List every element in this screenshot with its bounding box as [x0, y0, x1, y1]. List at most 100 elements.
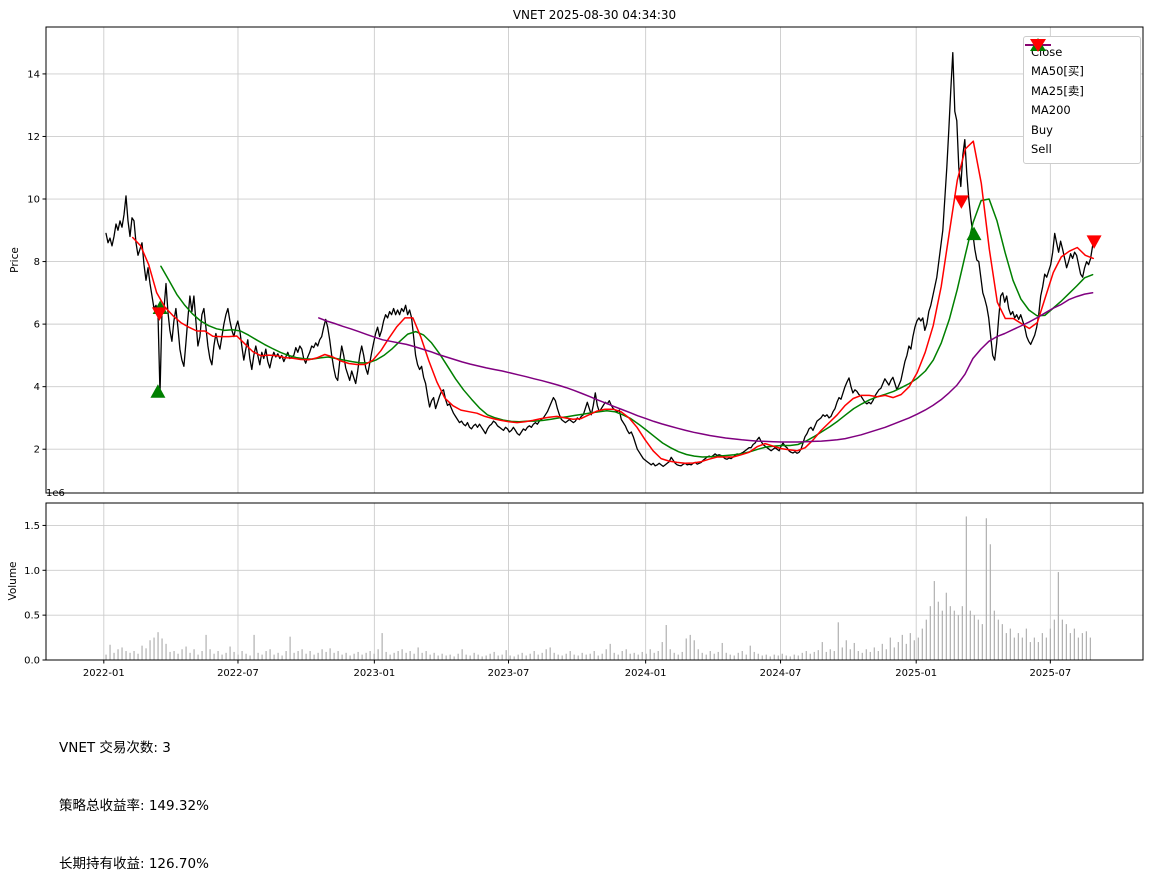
volume-bar [1049, 628, 1051, 660]
x-tick-label: 2022-07 [217, 668, 259, 679]
volume-bar [713, 653, 715, 660]
volume-bar [565, 653, 567, 660]
legend-item-ma200: MA200 [1025, 44, 1133, 121]
volume-bar [257, 652, 259, 660]
volume-bar [337, 651, 339, 660]
volume-bar [541, 652, 543, 660]
volume-bar [1061, 619, 1063, 660]
volume-bar [685, 638, 687, 660]
volume-bar [841, 647, 843, 660]
volume-bar [417, 647, 419, 660]
volume-bar [333, 652, 335, 660]
volume-bar [705, 654, 707, 660]
volume-bar [361, 654, 363, 660]
volume-bar [297, 651, 299, 660]
volume-bar [797, 655, 799, 660]
trade-count-line: VNET 交易次数: 3 [59, 739, 171, 756]
volume-bar [661, 642, 663, 660]
volume-bar [753, 651, 755, 660]
volume-bar [817, 650, 819, 660]
volume-bar [849, 649, 851, 660]
volume-bar [1077, 637, 1079, 660]
volume-scale-label: 1e6 [46, 488, 65, 499]
y-tick-label: 10 [27, 195, 40, 206]
volume-bar [517, 654, 519, 660]
volume-bar [581, 652, 583, 660]
volume-bar [829, 649, 831, 660]
volume-bar [949, 606, 951, 660]
volume-bar [317, 652, 319, 660]
price-axes-frame [45, 26, 1144, 494]
volume-bar [805, 651, 807, 660]
volume-bar [189, 652, 191, 660]
series-line-ma200 [318, 292, 1094, 443]
volume-bar [617, 654, 619, 660]
x-tick-label: 2023-07 [488, 668, 530, 679]
legend-triangle-down-icon [1030, 39, 1046, 52]
volume-bar [373, 653, 375, 660]
volume-bar [1037, 642, 1039, 660]
volume-bar [909, 633, 911, 660]
volume-bar [637, 654, 639, 660]
volume-bar [801, 652, 803, 660]
volume-bar [241, 651, 243, 660]
volume-bar [405, 652, 407, 660]
volume-bar [929, 606, 931, 660]
legend-label: Sell [1031, 142, 1052, 157]
volume-bar [293, 652, 295, 660]
legend-item-buy: Buy [1030, 38, 1133, 140]
volume-bar [1065, 624, 1067, 660]
series-line-ma25 [131, 140, 1095, 465]
y-tick-label: 4 [34, 382, 40, 393]
volume-bar [429, 654, 431, 660]
y-tick-label: 1.5 [24, 521, 40, 532]
volume-bar [229, 646, 231, 660]
volume-bar [381, 633, 383, 660]
volume-bar [305, 653, 307, 660]
volume-bar [677, 654, 679, 660]
volume-bar [321, 649, 323, 660]
volume-bar [945, 592, 947, 660]
volume-bar [1005, 633, 1007, 660]
volume-bar [137, 653, 139, 660]
volume-bar [149, 640, 151, 660]
volume-bar [809, 653, 811, 660]
volume-bar [457, 653, 459, 660]
volume-bar [461, 649, 463, 660]
volume-bar [821, 642, 823, 660]
price-volume-chart: 2 4 6 8 10 12 14 0.0 0.5 1.0 1.5 2022-01 2022-07 2023… [24, 26, 1144, 679]
volume-bar [341, 654, 343, 660]
volume-bar [613, 652, 615, 660]
volume-bar [249, 655, 251, 660]
volume-bar [377, 649, 379, 660]
volume-bar [521, 652, 523, 660]
volume-bar [625, 649, 627, 660]
volume-bar [745, 654, 747, 660]
volume-bar [961, 606, 963, 660]
volume-bar [145, 648, 147, 660]
series-line-ma50 [160, 198, 1094, 458]
volume-bar [593, 651, 595, 660]
volume-bar [973, 615, 975, 660]
volume-bar [553, 652, 555, 660]
volume-bar [449, 654, 451, 660]
volume-bar [681, 651, 683, 660]
volume-bar [833, 651, 835, 660]
volume-bar [533, 651, 535, 660]
volume-bar [877, 651, 879, 660]
volume-bar [325, 651, 327, 660]
volume-bar [125, 651, 127, 660]
volume-bar [965, 516, 967, 660]
volume-bar [825, 651, 827, 660]
volume-bar [905, 643, 907, 660]
volume-bar [485, 655, 487, 660]
volume-bar [205, 634, 207, 660]
volume-bar [1033, 637, 1035, 660]
volume-bar [629, 653, 631, 660]
volume-bar [969, 610, 971, 660]
volume-bar [493, 651, 495, 660]
volume-bar [925, 619, 927, 660]
volume-bar [1045, 637, 1047, 660]
volume-bar [1041, 633, 1043, 660]
volume-bar [105, 654, 107, 660]
